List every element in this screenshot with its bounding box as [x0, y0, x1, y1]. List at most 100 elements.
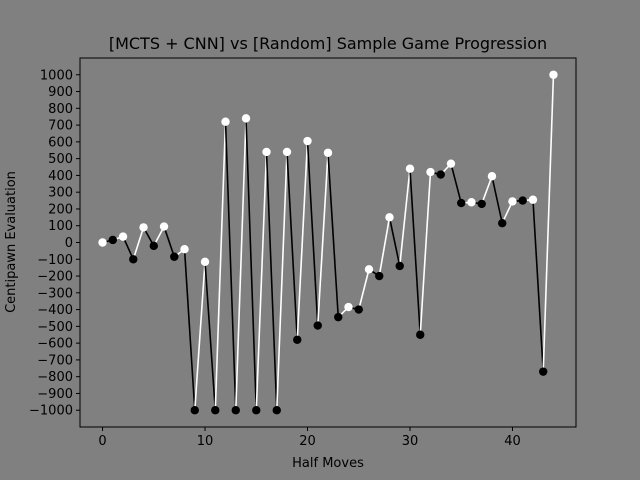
y-tick-label: −900 [37, 387, 73, 402]
chart-title: [MCTS + CNN] vs [Random] Sample Game Pro… [109, 34, 547, 53]
x-tick-label: 0 [98, 434, 106, 449]
y-tick-label: 0 [65, 236, 73, 251]
data-point [139, 223, 148, 232]
data-point [129, 255, 138, 264]
data-point [385, 213, 394, 222]
y-axis-label: Centipawn Evaluation [4, 171, 19, 313]
x-tick-label: 40 [504, 434, 521, 449]
y-tick-label: 800 [48, 102, 73, 117]
data-point [272, 406, 281, 415]
data-point [457, 198, 466, 208]
data-point [180, 245, 189, 254]
y-tick-label: 100 [48, 219, 73, 234]
y-tick-label: −200 [37, 270, 73, 285]
y-tick-label: 700 [48, 119, 73, 134]
data-point [334, 312, 343, 322]
y-tick-label: −400 [37, 303, 73, 318]
data-point [221, 117, 230, 126]
series-lines [102, 74, 555, 411]
plot-area [79, 57, 577, 428]
data-point [252, 406, 261, 415]
data-point [487, 172, 497, 181]
data-point [190, 406, 199, 415]
data-point [344, 302, 353, 312]
x-tick-label: 20 [299, 434, 316, 449]
series-segment [491, 176, 503, 224]
data-point [170, 252, 179, 261]
data-point [395, 261, 404, 271]
data-point [303, 136, 312, 146]
y-ticks: −1000−900−800−700−600−500−400−300−200−10… [29, 68, 80, 419]
y-tick-label: 900 [48, 85, 73, 100]
series-segment [378, 217, 391, 277]
series-segment [275, 151, 288, 411]
series-segment [409, 168, 422, 335]
data-point [231, 406, 240, 415]
series-segment [214, 121, 227, 411]
y-tick-label: −100 [37, 253, 73, 268]
data-point [528, 195, 538, 204]
y-tick-label: −300 [37, 286, 73, 301]
data-point [211, 406, 220, 415]
data-point [518, 196, 527, 205]
y-tick-label: 200 [48, 202, 73, 217]
data-point [323, 148, 333, 157]
data-point [293, 335, 302, 344]
data-point [262, 147, 271, 157]
series-segment [357, 269, 370, 310]
y-tick-label: 500 [48, 152, 73, 167]
y-tick-label: 1000 [40, 68, 73, 83]
y-tick-label: −1000 [29, 404, 73, 419]
series-segment [163, 226, 176, 258]
data-point [200, 257, 210, 266]
y-tick-label: −800 [37, 370, 73, 385]
series-segment [132, 227, 145, 260]
series-segment [204, 261, 217, 411]
data-point [375, 271, 384, 281]
data-point [426, 167, 435, 177]
series-segment [296, 140, 309, 340]
series-points [98, 70, 558, 415]
data-point [241, 114, 251, 123]
series-segment [450, 163, 462, 204]
data-point [159, 222, 169, 231]
series-segment [327, 152, 340, 318]
series-segment [183, 249, 196, 411]
x-axis-label: Half Moves [292, 456, 364, 471]
y-tick-label: −600 [37, 337, 73, 352]
series-segment [224, 121, 237, 411]
data-point [539, 367, 548, 376]
series-segment [398, 168, 411, 267]
y-tick-label: −700 [37, 353, 73, 368]
data-point [98, 238, 107, 247]
data-point [118, 232, 128, 241]
series-segment [234, 118, 247, 411]
data-point [282, 147, 292, 157]
data-point [354, 305, 363, 314]
series-segment [388, 217, 401, 267]
data-point [416, 330, 425, 339]
data-point [313, 321, 322, 330]
series-segment [419, 172, 432, 335]
data-point [446, 159, 456, 168]
y-tick-label: −500 [37, 320, 73, 335]
series-segment [193, 261, 206, 411]
data-point [498, 219, 507, 228]
y-tick-label: 400 [48, 169, 73, 184]
x-tick-label: 10 [197, 434, 214, 449]
series-segment [480, 175, 493, 205]
data-point [508, 197, 517, 206]
data-point [467, 198, 476, 207]
data-point [549, 70, 558, 79]
series-segment [306, 140, 319, 326]
data-point [108, 235, 117, 245]
y-tick-label: 600 [48, 135, 73, 150]
data-point [436, 170, 445, 179]
series-segment [542, 74, 555, 372]
data-point [405, 164, 415, 173]
x-tick-label: 30 [402, 434, 419, 449]
data-point [149, 241, 158, 251]
x-ticks: 0 10 20 30 40 [98, 427, 521, 449]
series-segment [286, 151, 299, 340]
